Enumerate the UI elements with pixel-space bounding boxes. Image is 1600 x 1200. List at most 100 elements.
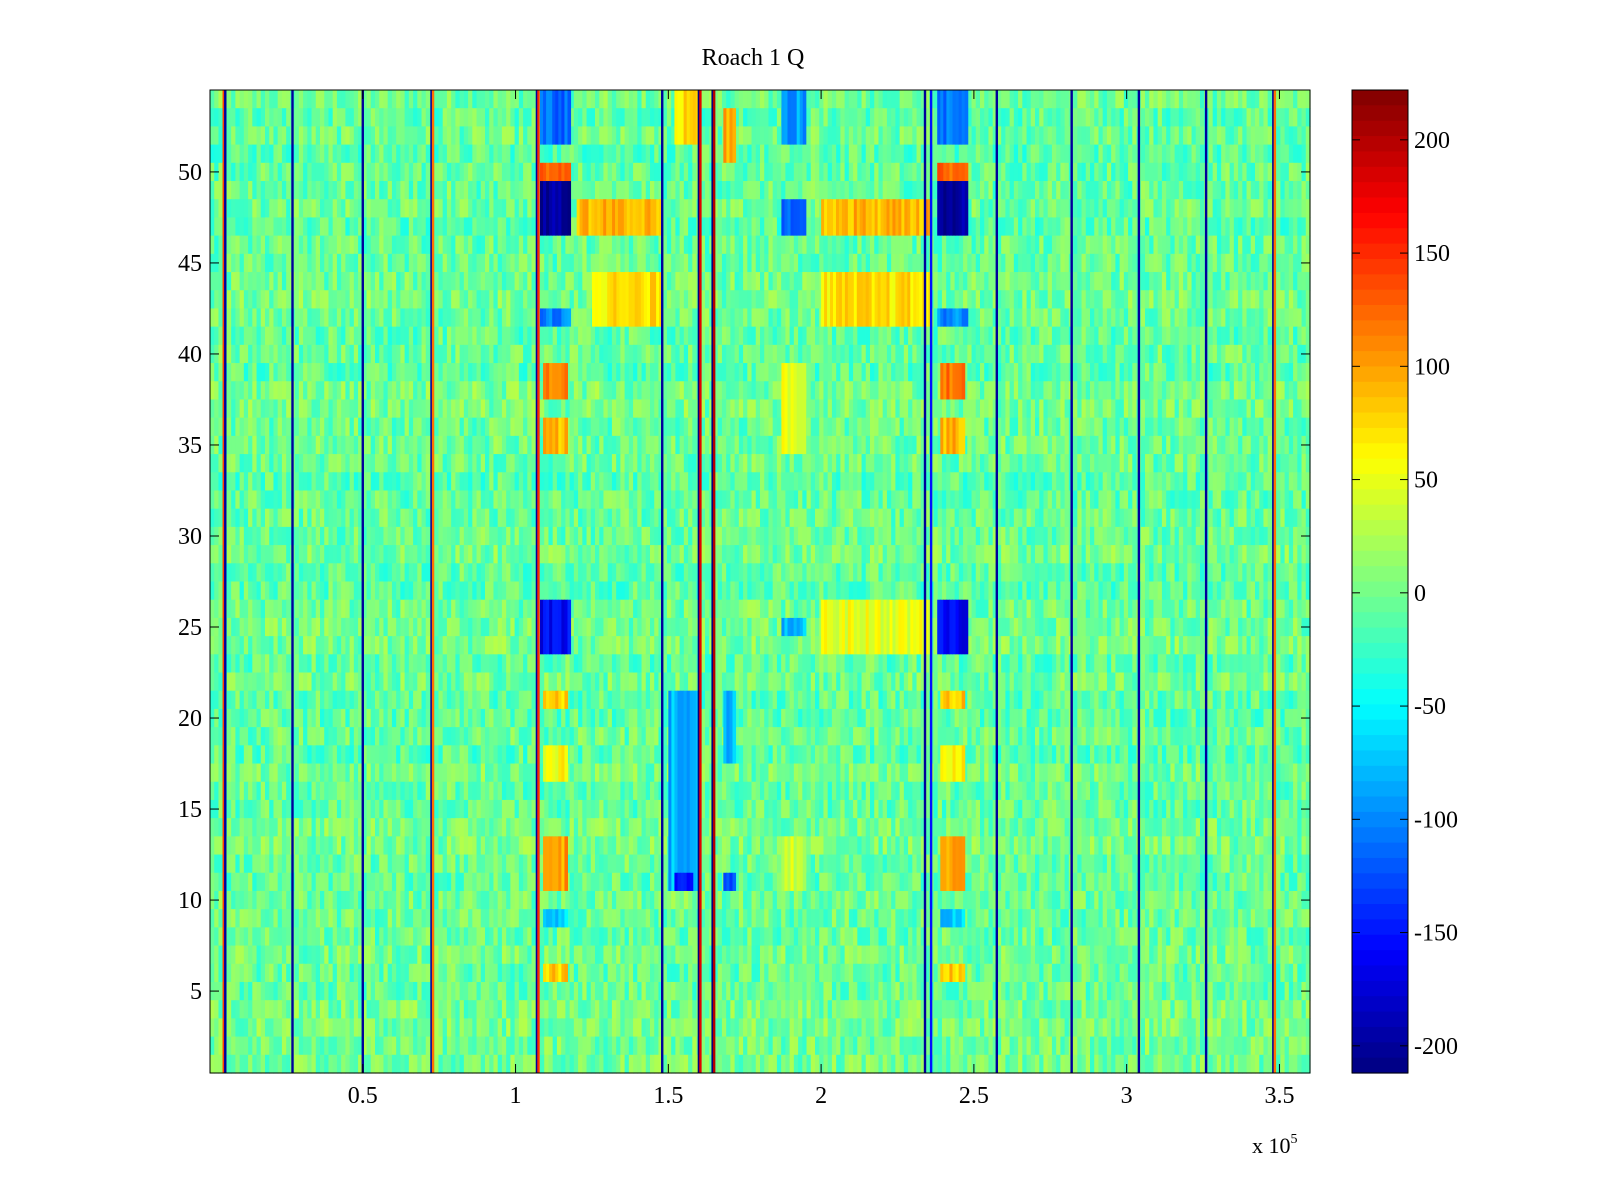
heatmap-cell <box>882 363 888 382</box>
heatmap-cell <box>277 108 283 127</box>
heatmap-cell <box>1225 308 1231 328</box>
heatmap-cell <box>1090 144 1095 164</box>
heatmap-cell <box>438 290 444 310</box>
heatmap-cell <box>510 381 516 401</box>
heatmap-cell <box>1280 326 1286 346</box>
heatmap-cell <box>1216 344 1222 364</box>
heatmap-cell <box>366 290 372 310</box>
heatmap-cell <box>540 290 545 310</box>
heatmap-cell <box>1073 253 1078 273</box>
heatmap-cell <box>963 272 968 291</box>
heatmap-cell <box>273 417 279 437</box>
heatmap-cell <box>387 253 393 273</box>
heatmap-cell <box>975 363 981 382</box>
heatmap-cell <box>857 253 863 273</box>
heatmap-cell <box>383 253 389 273</box>
heatmap-cell <box>442 344 448 364</box>
heatmap-cell <box>1051 399 1057 419</box>
heatmap-cell <box>1039 217 1045 237</box>
heatmap-cell <box>345 290 351 310</box>
heatmap-cell <box>324 435 330 455</box>
heatmap-cell <box>819 162 825 182</box>
heatmap-cell <box>785 162 791 182</box>
heatmap-cell <box>1301 417 1307 437</box>
heatmap-cell <box>573 144 579 164</box>
heatmap-cell <box>1174 181 1180 200</box>
heatmap-cell <box>1132 417 1138 437</box>
heatmap-cell <box>1157 381 1163 401</box>
heatmap-cell <box>1293 253 1298 273</box>
heatmap-cell <box>1094 253 1100 273</box>
heatmap-cell <box>315 399 321 419</box>
heatmap-cell <box>1284 253 1290 273</box>
heatmap-cell <box>713 290 719 310</box>
heatmap-cell <box>1030 162 1036 182</box>
heatmap-cell <box>688 253 693 273</box>
heatmap-cell <box>370 253 376 273</box>
heatmap-cell <box>1191 162 1197 182</box>
heatmap-cell <box>1161 162 1167 182</box>
heatmap-cell <box>751 363 757 382</box>
heatmap-cell <box>523 162 528 182</box>
heatmap-cell <box>1064 181 1070 200</box>
heatmap-cell <box>332 344 338 364</box>
heatmap-cell <box>912 126 918 146</box>
heatmap-cell <box>497 126 503 146</box>
heatmap-cell <box>988 344 994 364</box>
heatmap-cell <box>853 381 858 401</box>
heatmap-cell <box>1056 217 1061 237</box>
heatmap-cell <box>607 144 613 164</box>
heatmap-cell <box>768 235 774 255</box>
heatmap-cell <box>396 181 401 200</box>
heatmap-cell <box>1153 381 1159 401</box>
heatmap-cell <box>1212 144 1218 164</box>
heatmap-cell <box>273 126 279 146</box>
heatmap-cell <box>861 344 867 364</box>
heatmap-cell <box>1047 90 1053 109</box>
heatmap-cell <box>315 290 321 310</box>
heatmap-cell <box>332 235 338 255</box>
heatmap-cell <box>438 90 444 109</box>
heatmap-cell <box>1157 363 1163 382</box>
heatmap-cell <box>1145 253 1150 273</box>
heatmap-cell <box>298 90 304 109</box>
heatmap-cell <box>582 181 588 200</box>
heatmap-cell <box>544 272 550 291</box>
heatmap-cell <box>256 417 262 437</box>
heatmap-cell <box>1267 162 1273 182</box>
heatmap-cell <box>286 235 291 255</box>
heatmap-cell <box>848 417 854 437</box>
heatmap-cell <box>1060 290 1066 310</box>
heatmap-cell <box>654 326 660 346</box>
heatmap-cell <box>582 363 588 382</box>
heatmap-cell <box>802 181 808 200</box>
heatmap-cell <box>988 399 994 419</box>
heatmap-cell <box>815 181 820 200</box>
heatmap-cell <box>307 326 313 346</box>
heatmap-cell <box>781 235 786 255</box>
heatmap-cell <box>1259 253 1265 273</box>
heatmap-cell <box>1128 363 1133 382</box>
heatmap-cell <box>303 90 308 109</box>
heatmap-cell <box>252 290 258 310</box>
heatmap-cell <box>446 253 452 273</box>
heatmap-cell <box>1259 144 1265 164</box>
heatmap-cell <box>294 199 300 219</box>
heatmap-cell <box>485 381 490 401</box>
heatmap-cell <box>1293 290 1298 310</box>
heatmap-cell <box>789 344 795 364</box>
heatmap-cell <box>738 399 744 419</box>
heatmap-cell <box>1187 235 1193 255</box>
heatmap-cell <box>1149 199 1155 219</box>
heatmap-cell <box>1280 253 1286 273</box>
heatmap-cell <box>1119 344 1125 364</box>
heatmap-cell <box>1043 181 1049 200</box>
heatmap-cell <box>1098 326 1104 346</box>
heatmap-cell <box>328 363 334 382</box>
heatmap-cell <box>269 363 275 382</box>
heatmap-cell <box>366 199 372 219</box>
heatmap-cell <box>1081 381 1087 401</box>
heatmap-cell <box>243 290 249 310</box>
heatmap-cell <box>946 399 951 419</box>
heatmap-cell <box>1115 217 1121 237</box>
